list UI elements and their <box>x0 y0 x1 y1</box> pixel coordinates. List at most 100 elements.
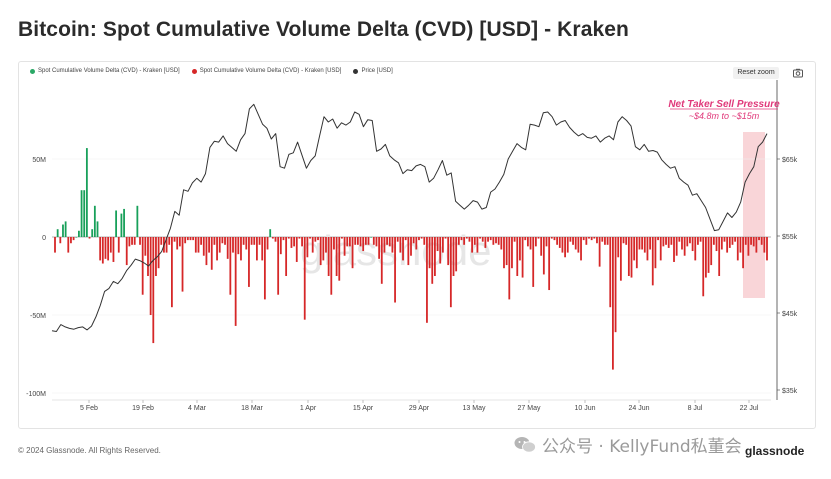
glassnode-logo: glassnode <box>745 444 805 458</box>
cvd-bar <box>306 237 309 258</box>
cvd-bar <box>670 237 673 245</box>
cvd-bar <box>240 237 242 261</box>
cvd-bar <box>598 237 601 267</box>
cvd-bar <box>293 237 296 247</box>
cvd-bar <box>256 237 258 261</box>
cvd-bar <box>681 237 683 250</box>
cvd-bar <box>447 237 450 266</box>
watermark-text: 公众号 · KellyFund私董会 <box>542 437 742 457</box>
legend-dot-price <box>353 68 359 74</box>
cvd-bar <box>136 205 139 237</box>
cvd-bar <box>572 237 574 245</box>
camera-icon[interactable] <box>793 68 803 78</box>
x-tick-label: 19 Feb <box>132 405 154 412</box>
cvd-bar <box>325 237 327 253</box>
cvd-bar <box>115 210 118 237</box>
cvd-bar <box>181 237 184 292</box>
cvd-bar <box>516 237 519 276</box>
legend-item-cvd-negative[interactable]: Spot Cumulative Volume Delta (CVD) - Kra… <box>191 68 341 74</box>
y-left-tick-label: 0 <box>42 235 46 242</box>
cvd-bar <box>72 237 75 241</box>
x-tick-label: 4 Mar <box>188 405 207 412</box>
cvd-bar <box>234 237 237 326</box>
cvd-bar <box>481 237 484 242</box>
cvd-bar <box>120 213 123 237</box>
cvd-bar <box>564 237 566 258</box>
cvd-bar <box>556 237 559 245</box>
cvd-bar <box>627 237 630 276</box>
reset-zoom-button[interactable]: Reset zoom <box>733 67 779 79</box>
cvd-bar <box>287 237 290 239</box>
cvd-bar <box>476 237 479 253</box>
cvd-bar <box>404 237 407 241</box>
cvd-bar <box>64 221 67 237</box>
cvd-bar <box>683 237 686 256</box>
cvd-bar <box>237 237 240 255</box>
chart-legend: Spot Cumulative Volume Delta (CVD) - Kra… <box>30 68 393 74</box>
cvd-bar <box>436 237 439 252</box>
cvd-bar <box>731 237 734 245</box>
cvd-bar <box>712 237 715 245</box>
cvd-bar <box>532 237 535 287</box>
legend-item-price[interactable]: Price [USD] <box>353 68 393 74</box>
cvd-bar <box>580 237 582 261</box>
cvd-bar <box>364 237 367 245</box>
cvd-bar <box>646 237 649 261</box>
cvd-bar <box>441 237 444 253</box>
cvd-bar <box>263 237 266 300</box>
cvd-bar <box>715 237 718 252</box>
cvd-bar <box>686 237 689 247</box>
cvd-bar <box>346 237 349 247</box>
cvd-bar <box>54 237 56 253</box>
cvd-bar <box>410 237 412 256</box>
legend-item-cvd-positive[interactable]: Spot Cumulative Volume Delta (CVD) - Kra… <box>30 68 180 74</box>
cvd-bar <box>80 190 83 237</box>
cvd-bar <box>503 237 505 269</box>
cvd-bar <box>760 237 763 245</box>
cvd-bar <box>638 237 641 250</box>
cvd-bar <box>511 237 513 269</box>
cvd-bar <box>78 230 80 237</box>
cvd-bar <box>465 237 468 239</box>
cvd-bar <box>173 237 176 242</box>
cvd-bar <box>85 148 88 237</box>
cvd-bar <box>141 237 144 295</box>
cvd-bar <box>582 237 585 241</box>
cvd-bar <box>189 237 192 241</box>
cvd-bar <box>566 237 569 253</box>
cvd-bar <box>88 237 91 239</box>
cvd-bar <box>152 237 155 344</box>
x-tick-label: 1 Apr <box>300 405 317 412</box>
cvd-bar <box>348 237 351 247</box>
cvd-bar <box>678 237 681 242</box>
cvd-bar <box>218 237 221 253</box>
legend-dot-negative <box>191 68 197 74</box>
cvd-bar <box>317 237 319 241</box>
cvd-bar <box>463 237 466 245</box>
y-right-tick-label: $45k <box>782 311 798 318</box>
cvd-bar <box>391 237 394 253</box>
cvd-bar <box>290 237 293 248</box>
cvd-bar <box>651 237 654 286</box>
cvd-bar <box>301 237 303 247</box>
cvd-bar <box>548 237 551 291</box>
cvd-bar <box>726 237 729 253</box>
cvd-bar <box>487 237 489 242</box>
cvd-bar <box>508 237 511 300</box>
annotation-subtitle: ~$4.8m to ~$15m <box>689 111 760 121</box>
cvd-bar <box>248 237 250 287</box>
cvd-bar <box>314 237 317 242</box>
cvd-bar <box>675 237 678 256</box>
cvd-bar <box>558 237 561 248</box>
cvd-bar <box>500 237 503 250</box>
cvd-bar <box>213 237 216 245</box>
cvd-bar <box>309 237 311 239</box>
cvd-bar <box>341 237 343 239</box>
cvd-bar <box>75 237 78 238</box>
cvd-bar <box>319 237 322 266</box>
y-right-tick-label: $55k <box>782 234 798 241</box>
cvd-bar <box>659 237 662 261</box>
cvd-bar <box>635 237 638 269</box>
cvd-bar <box>704 237 707 278</box>
